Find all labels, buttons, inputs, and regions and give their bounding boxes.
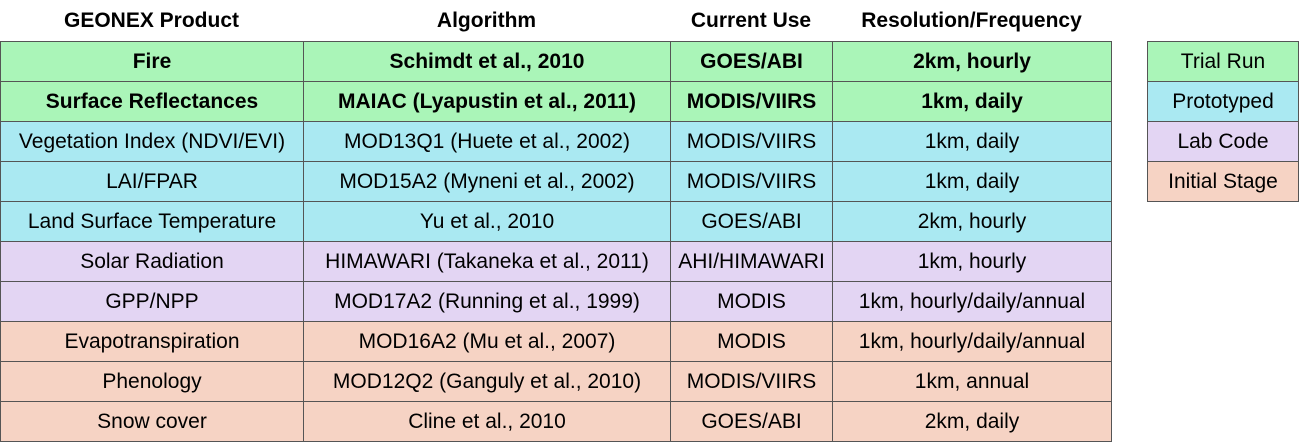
table-cell: MODIS xyxy=(670,321,833,362)
table-cell: MOD12Q2 (Ganguly et al., 2010) xyxy=(303,361,671,402)
table-cell: 1km, hourly/daily/annual xyxy=(832,281,1112,322)
table-cell: MODIS/VIIRS xyxy=(670,161,833,202)
table-cell: Snow cover xyxy=(0,401,304,442)
table-cell: Land Surface Temperature xyxy=(0,201,304,242)
table-cell: MODIS/VIIRS xyxy=(670,121,833,162)
table-cell: Fire xyxy=(0,41,304,82)
legend-item: Lab Code xyxy=(1147,121,1299,162)
table-cell: LAI/FPAR xyxy=(0,161,304,202)
table-cell: Vegetation Index (NDVI/EVI) xyxy=(0,121,304,162)
table-cell: Schimdt et al., 2010 xyxy=(303,41,671,82)
table-cell: MOD15A2 (Myneni et al., 2002) xyxy=(303,161,671,202)
table-cell: 2km, hourly xyxy=(832,201,1112,242)
table-cell: Cline et al., 2010 xyxy=(303,401,671,442)
table-cell: 1km, annual xyxy=(832,361,1112,402)
header-cell: Current Use xyxy=(690,8,812,32)
table-cell: MOD17A2 (Running et al., 1999) xyxy=(303,281,671,322)
table-cell: MODIS/VIIRS xyxy=(670,361,833,402)
header-cell: Resolution/Frequency xyxy=(861,8,1082,32)
table-cell: GPP/NPP xyxy=(0,281,304,322)
legend-item: Initial Stage xyxy=(1147,161,1299,202)
table-cell: Surface Reflectances xyxy=(0,81,304,122)
legend-item: Prototyped xyxy=(1147,81,1299,122)
table-cell: 1km, hourly xyxy=(832,241,1112,282)
table-cell: AHI/HIMAWARI xyxy=(670,241,833,282)
table-cell: HIMAWARI (Takaneka et al., 2011) xyxy=(303,241,671,282)
table-cell: GOES/ABI xyxy=(670,401,833,442)
table-cell: MODIS/VIIRS xyxy=(670,81,833,122)
table-cell: 1km, daily xyxy=(832,81,1112,122)
table-cell: Evapotranspiration xyxy=(0,321,304,362)
legend-item: Trial Run xyxy=(1147,41,1299,82)
table-cell: Phenology xyxy=(0,361,304,402)
table-cell: MOD16A2 (Mu et al., 2007) xyxy=(303,321,671,362)
table-cell: GOES/ABI xyxy=(670,201,833,242)
table-cell: 2km, daily xyxy=(832,401,1112,442)
header-cell: GEONEX Product xyxy=(63,8,240,32)
table-cell: MAIAC (Lyapustin et al., 2011) xyxy=(303,81,671,122)
table-cell: MOD13Q1 (Huete et al., 2002) xyxy=(303,121,671,162)
table-cell: 1km, hourly/daily/annual xyxy=(832,321,1112,362)
table-cell: 1km, daily xyxy=(832,121,1112,162)
table-cell: Solar Radiation xyxy=(0,241,304,282)
header-cell: Algorithm xyxy=(436,8,537,32)
table-cell: MODIS xyxy=(670,281,833,322)
table-cell: Yu et al., 2010 xyxy=(303,201,671,242)
table-cell: 1km, daily xyxy=(832,161,1112,202)
table-cell: 2km, hourly xyxy=(832,41,1112,82)
table-cell: GOES/ABI xyxy=(670,41,833,82)
